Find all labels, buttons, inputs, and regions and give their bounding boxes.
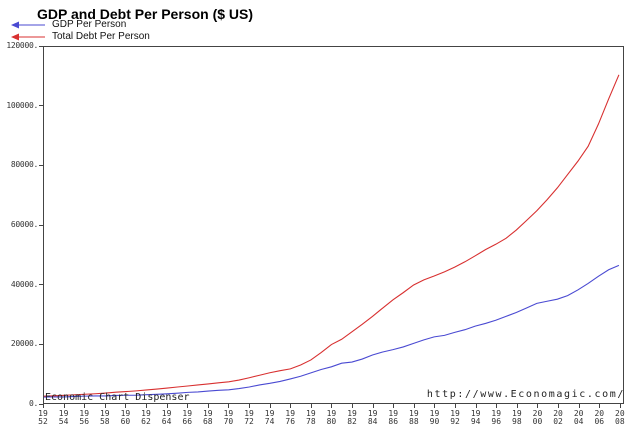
legend-item-gdp: GDP Per Person (10, 19, 126, 30)
y-axis-label: 0. (28, 399, 38, 408)
x-axis-label: 20 04 (573, 409, 584, 426)
x-axis-label: 19 70 (223, 409, 234, 426)
y-axis-tick (39, 164, 43, 166)
left-arrow-icon (11, 21, 45, 28)
x-axis-label: 19 64 (161, 409, 172, 426)
y-axis-label: 120000. (6, 41, 38, 50)
x-axis-tick (63, 404, 65, 408)
x-axis-tick (496, 404, 498, 408)
y-axis-tick (39, 403, 43, 405)
x-axis-label: 19 66 (182, 409, 193, 426)
x-axis-tick (269, 404, 271, 408)
x-axis-tick (84, 404, 86, 408)
y-axis-tick (39, 224, 43, 226)
x-axis-tick (475, 404, 477, 408)
line-total-debt-per-person (44, 74, 620, 397)
series-lines (44, 74, 620, 398)
x-axis-tick (434, 404, 436, 408)
x-axis-label: 20 08 (615, 409, 625, 426)
x-axis-label: 19 84 (367, 409, 378, 426)
x-axis-tick (599, 404, 601, 408)
x-axis-tick (43, 404, 44, 408)
y-axis-tick (39, 284, 43, 286)
x-axis-label: 19 58 (99, 409, 110, 426)
y-axis-label: 40000. (10, 279, 38, 289)
x-axis-label: 19 86 (388, 409, 399, 426)
x-axis-tick (166, 404, 168, 408)
x-axis-label: 19 78 (306, 409, 316, 426)
x-axis-tick (393, 404, 395, 408)
x-axis-tick (537, 404, 539, 408)
x-axis-label: 19 80 (326, 409, 337, 426)
legend-item-total-debt: Total Debt Per Person (10, 31, 150, 42)
x-axis-tick (619, 404, 621, 408)
x-axis-label: 19 52 (38, 409, 48, 426)
x-axis-tick (455, 404, 457, 408)
x-axis-tick (187, 404, 189, 408)
x-axis-label: 20 00 (532, 409, 543, 426)
x-axis-tick (310, 404, 312, 408)
x-axis-label: 19 54 (58, 409, 69, 426)
chart-title: GDP and Debt Per Person ($ US) (37, 6, 254, 22)
x-axis-tick (578, 404, 580, 408)
x-axis-label: 19 76 (285, 409, 296, 426)
x-axis-tick (372, 404, 374, 408)
x-axis-tick (228, 404, 230, 408)
x-axis-label: 19 56 (79, 409, 90, 426)
watermark-economic-chart-dispenser: Economic Chart Dispenser (45, 392, 190, 403)
x-axis-tick (331, 404, 333, 408)
x-axis-label: 20 02 (553, 409, 563, 426)
x-axis-label: 19 92 (450, 409, 460, 426)
x-axis-label: 19 82 (347, 409, 357, 426)
y-axis-tick (39, 105, 43, 107)
x-axis-label: 19 96 (491, 409, 502, 426)
left-arrow-icon (11, 33, 45, 40)
x-axis-tick (207, 404, 209, 408)
watermark-economagic-url: http://www.Economagic.com/ (426, 389, 625, 400)
x-axis-label: 19 88 (409, 409, 419, 426)
x-axis-label: 19 68 (202, 409, 213, 426)
x-axis-tick (125, 404, 127, 408)
y-axis-tick (39, 343, 43, 345)
x-axis-tick (516, 404, 518, 408)
x-axis-label: 19 72 (244, 409, 254, 426)
plot-area (43, 46, 624, 404)
x-axis-tick (290, 404, 292, 408)
y-axis-tick (39, 45, 43, 47)
x-axis-label: 19 62 (141, 409, 151, 426)
y-axis-label: 60000. (10, 220, 38, 229)
x-axis-tick (413, 404, 415, 408)
x-axis-label: 20 06 (594, 409, 605, 426)
line-gdp-per-person (44, 264, 620, 398)
x-axis-label: 19 90 (429, 409, 440, 426)
x-axis-label: 19 74 (264, 409, 275, 426)
legend-label-total-debt: Total Debt Per Person (52, 31, 150, 42)
x-axis-label: 19 98 (512, 409, 522, 426)
x-axis-label: 19 94 (470, 409, 481, 426)
x-axis-tick (352, 404, 354, 408)
legend-label-gdp: GDP Per Person (52, 19, 127, 30)
x-axis-tick (146, 404, 147, 408)
y-axis-label: 20000. (10, 339, 38, 349)
x-axis-label: 19 60 (120, 409, 131, 426)
y-axis-label: 100000. (6, 100, 38, 110)
x-axis-tick (558, 404, 560, 408)
y-axis-label: 80000. (10, 160, 38, 170)
x-axis-tick (249, 404, 251, 408)
x-axis-tick (104, 404, 106, 408)
